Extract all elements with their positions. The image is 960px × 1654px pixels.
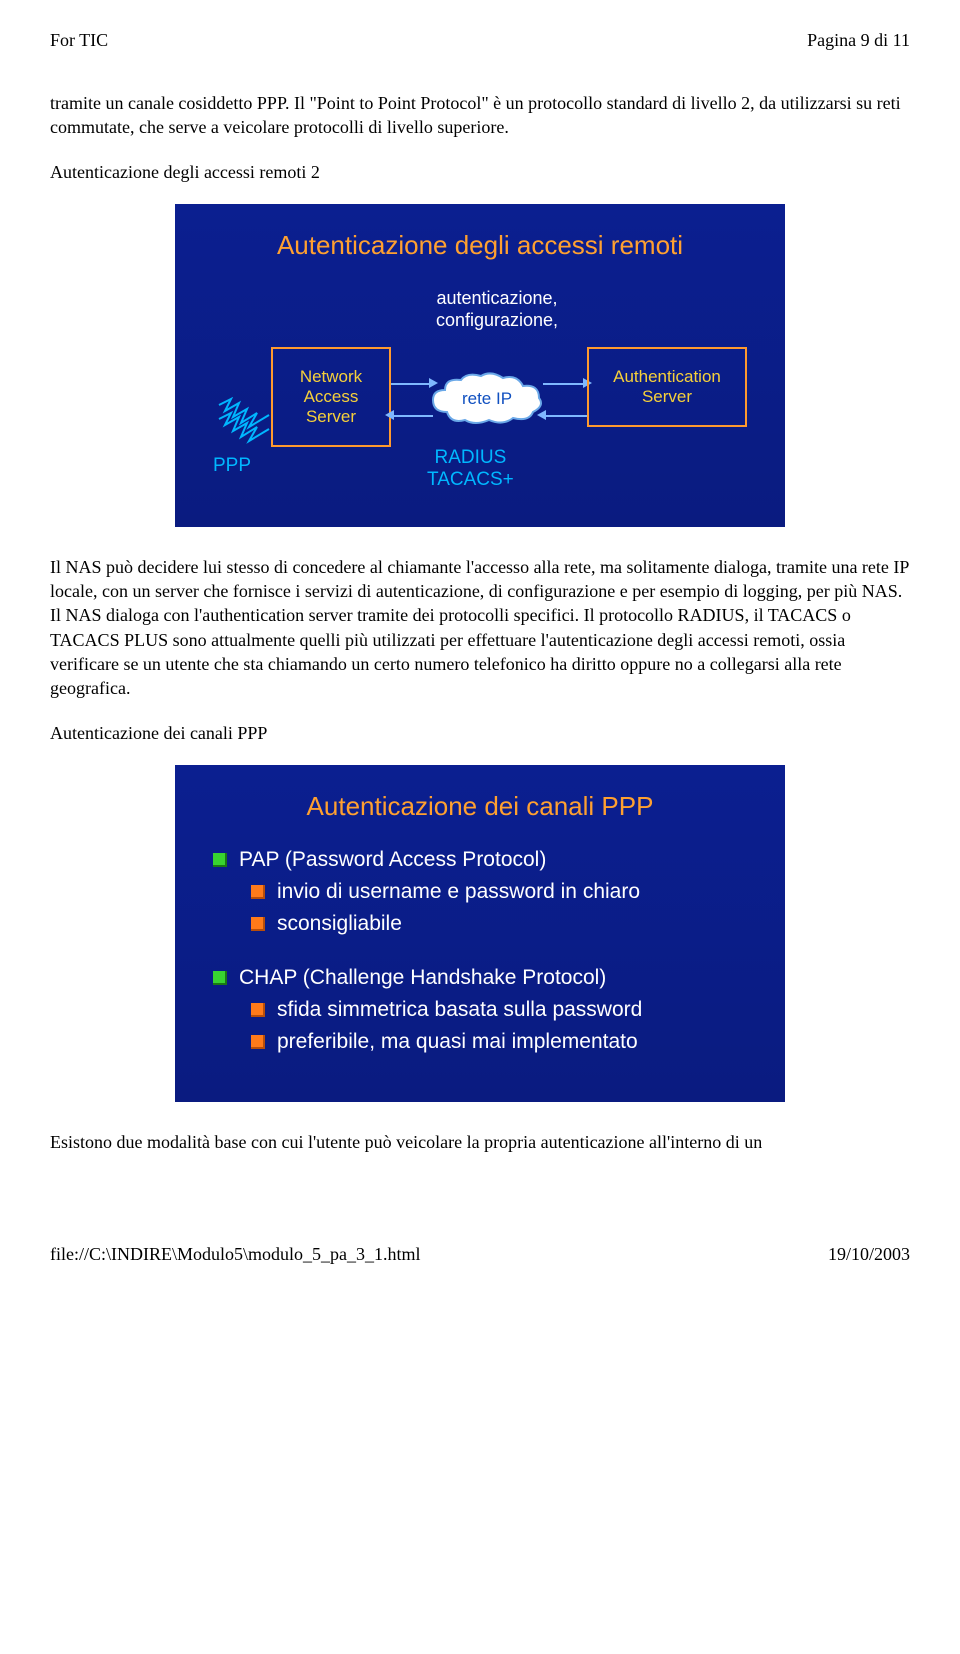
- orange-square-icon: [251, 885, 265, 899]
- header-right: Pagina 9 di 11: [807, 30, 910, 51]
- ppp-lines-icon: [217, 397, 277, 445]
- list-item: CHAP (Challenge Handshake Protocol): [213, 966, 753, 990]
- orange-square-icon: [251, 1035, 265, 1049]
- top-label-line1: autenticazione,: [436, 288, 557, 308]
- page: For TIC Pagina 9 di 11 tramite un canale…: [0, 0, 960, 1285]
- list-item-text: invio di username e password in chiaro: [277, 880, 640, 904]
- slide-1-wrap: Autenticazione degli accessi remoti aute…: [50, 204, 910, 527]
- page-header: For TIC Pagina 9 di 11: [50, 30, 910, 51]
- auth-box: Authentication Server: [587, 347, 747, 427]
- list-item-text: CHAP (Challenge Handshake Protocol): [239, 966, 606, 990]
- slide-2: Autenticazione dei canali PPP PAP (Passw…: [175, 765, 785, 1102]
- green-square-icon: [213, 971, 227, 985]
- arrow-4-head: [537, 410, 546, 420]
- list-gap: [207, 944, 753, 966]
- slide-1-diagram: autenticazione, configurazione, Network …: [207, 287, 753, 497]
- closing-paragraph: Esistono due modalità base con cui l'ute…: [50, 1130, 910, 1154]
- header-left: For TIC: [50, 30, 108, 51]
- list-item: PAP (Password Access Protocol): [213, 848, 753, 872]
- list-item: preferibile, ma quasi mai implementato: [251, 1030, 753, 1054]
- list-item: invio di username e password in chiaro: [251, 880, 753, 904]
- page-footer: file://C:\INDIRE\Modulo5\modulo_5_pa_3_1…: [50, 1244, 910, 1265]
- ppp-label: PPP: [213, 455, 251, 477]
- list-item-text: sconsigliabile: [277, 912, 402, 936]
- orange-square-icon: [251, 917, 265, 931]
- top-label-line2: configurazione,: [436, 310, 558, 330]
- footer-left: file://C:\INDIRE\Modulo5\modulo_5_pa_3_1…: [50, 1244, 421, 1265]
- intro-paragraph: tramite un canale cosiddetto PPP. Il "Po…: [50, 91, 910, 140]
- arrow-2-head: [385, 410, 394, 420]
- slide-2-list: PAP (Password Access Protocol) invio di u…: [207, 848, 753, 1054]
- slide-2-title: Autenticazione dei canali PPP: [207, 791, 753, 822]
- list-item-text: preferibile, ma quasi mai implementato: [277, 1030, 638, 1054]
- arrow-4: [543, 415, 587, 417]
- arrow-3: [543, 383, 587, 385]
- radius-line1: RADIUS: [434, 447, 506, 468]
- footer-right: 19/10/2003: [828, 1244, 910, 1265]
- diagram-top-label: autenticazione, configurazione,: [407, 287, 587, 332]
- middle-paragraph: Il NAS può decidere lui stesso di conced…: [50, 555, 910, 701]
- cloud-icon: rete IP: [427, 372, 547, 427]
- section-heading-1: Autenticazione degli accessi remoti 2: [50, 160, 910, 184]
- list-item-text: PAP (Password Access Protocol): [239, 848, 546, 872]
- nas-label: Network Access Server: [279, 367, 383, 427]
- list-item: sconsigliabile: [251, 912, 753, 936]
- section-heading-2: Autenticazione dei canali PPP: [50, 721, 910, 745]
- nas-box: Network Access Server: [271, 347, 391, 447]
- auth-label: Authentication Server: [595, 367, 739, 407]
- radius-line2: TACACS+: [427, 469, 514, 490]
- orange-square-icon: [251, 1003, 265, 1017]
- slide-2-wrap: Autenticazione dei canali PPP PAP (Passw…: [50, 765, 910, 1102]
- list-item-text: sfida simmetrica basata sulla password: [277, 998, 642, 1022]
- slide-1-title: Autenticazione degli accessi remoti: [207, 230, 753, 261]
- green-square-icon: [213, 853, 227, 867]
- slide-1: Autenticazione degli accessi remoti aute…: [175, 204, 785, 527]
- list-item: sfida simmetrica basata sulla password: [251, 998, 753, 1022]
- radius-label: RADIUS TACACS+: [427, 447, 514, 491]
- cloud-label: rete IP: [462, 389, 512, 409]
